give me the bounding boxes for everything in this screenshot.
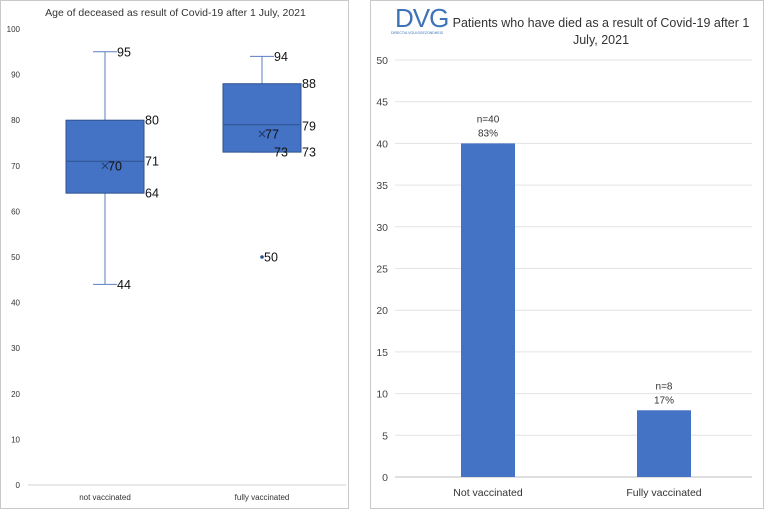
x-category-label-1: fully vaccinated bbox=[235, 493, 290, 502]
y-tick-label-4: 20 bbox=[376, 305, 388, 317]
bar-0 bbox=[461, 143, 515, 477]
y-tick-label-1: 5 bbox=[382, 430, 388, 442]
boxplot-svg: 0 10 20 30 40 50 60 70 80 90 100 95 80 71 70 64 44 not va… bbox=[7, 25, 346, 502]
bar-panel: DVG DIRECTIA VOLKSGEZONDHEID Patients wh… bbox=[370, 0, 764, 509]
y-tick-label-10: 50 bbox=[376, 55, 388, 67]
y-tick-label-3: 15 bbox=[376, 347, 388, 359]
y-tick-label-6: 60 bbox=[11, 207, 20, 216]
q3-label-1: 88 bbox=[302, 77, 316, 91]
min-label-1: 73 bbox=[274, 146, 288, 160]
bar-count-label-0: n=40 bbox=[477, 114, 500, 125]
y-tick-label-2: 20 bbox=[11, 390, 20, 399]
min-label-0: 44 bbox=[117, 278, 131, 292]
y-tick-label-9: 45 bbox=[376, 97, 388, 109]
bar-chart-title: Patients who have died as a result of Co… bbox=[452, 16, 750, 47]
logo-subtitle: DIRECTIA VOLKSGEZONDHEID bbox=[391, 31, 444, 35]
bar-percent-label-0: 83% bbox=[478, 128, 498, 139]
outlier-point-1-0 bbox=[260, 255, 264, 259]
bar-count-label-1: n=8 bbox=[656, 381, 673, 392]
q1-label-1: 73 bbox=[302, 146, 316, 160]
q3-label-0: 80 bbox=[145, 114, 159, 128]
boxplot-panel: Age of deceased as result of Covid-19 af… bbox=[0, 0, 349, 509]
y-tick-label-1: 10 bbox=[11, 435, 20, 444]
boxplot-title: Age of deceased as result of Covid-19 af… bbox=[45, 7, 306, 19]
y-tick-label-0: 0 bbox=[16, 481, 21, 490]
dvg-logo: DVG DIRECTIA VOLKSGEZONDHEID bbox=[379, 3, 449, 35]
y-tick-label-8: 80 bbox=[11, 116, 20, 125]
outlier-label-1-0: 50 bbox=[264, 251, 278, 265]
bar-chart-svg: 0 5 10 15 20 25 30 35 40 45 50 n=40 83% Not vaccinate… bbox=[376, 55, 752, 499]
x-category-label-0: Not vaccinated bbox=[453, 487, 523, 499]
y-tick-label-6: 30 bbox=[376, 222, 388, 234]
mean-label-0: 70 bbox=[108, 159, 122, 173]
mean-marker-0 bbox=[101, 162, 109, 170]
mean-marker-1 bbox=[258, 130, 266, 138]
box-0 bbox=[65, 119, 145, 194]
y-tick-label-7: 70 bbox=[11, 162, 20, 171]
y-tick-label-4: 40 bbox=[11, 299, 20, 308]
bar-1 bbox=[637, 410, 691, 477]
y-tick-label-10: 100 bbox=[7, 25, 21, 34]
y-tick-label-2: 10 bbox=[376, 389, 388, 401]
box-1 bbox=[222, 83, 302, 153]
y-tick-label-5: 25 bbox=[376, 264, 388, 276]
q1-label-0: 64 bbox=[145, 187, 159, 201]
max-label-1: 94 bbox=[274, 50, 288, 64]
mean-label-1: 77 bbox=[265, 127, 279, 141]
y-tick-label-9: 90 bbox=[11, 71, 20, 80]
y-tick-label-8: 40 bbox=[376, 138, 388, 150]
y-tick-label-5: 50 bbox=[11, 253, 20, 262]
y-tick-label-3: 30 bbox=[11, 344, 20, 353]
y-tick-label-0: 0 bbox=[382, 472, 388, 484]
x-category-label-1: Fully vaccinated bbox=[626, 487, 701, 499]
bar-percent-label-1: 17% bbox=[654, 395, 674, 406]
median-label-0: 71 bbox=[145, 155, 159, 169]
logo-text: DVG bbox=[395, 3, 449, 33]
median-label-1: 79 bbox=[302, 119, 316, 133]
x-category-label-0: not vaccinated bbox=[79, 493, 131, 502]
y-tick-label-7: 35 bbox=[376, 180, 388, 192]
max-label-0: 95 bbox=[117, 45, 131, 59]
